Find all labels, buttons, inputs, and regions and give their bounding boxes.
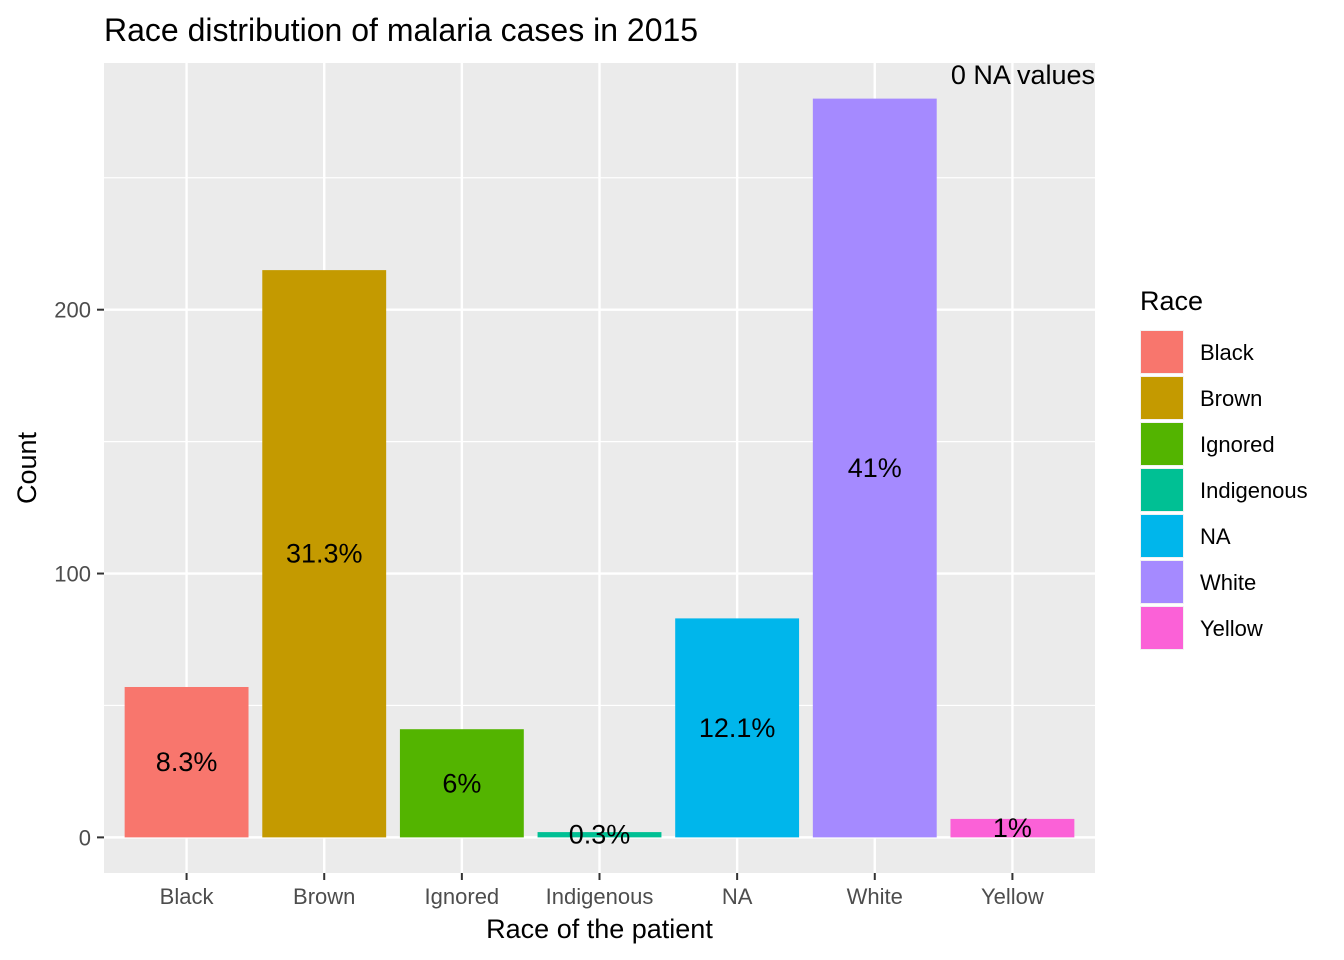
y-tick-label: 200 (54, 298, 91, 323)
chart-title: Race distribution of malaria cases in 20… (104, 12, 698, 48)
x-tick-label: Ignored (425, 884, 500, 909)
bar-label-brown: 31.3% (286, 539, 363, 569)
legend-key-yellow (1141, 607, 1183, 649)
bar-indigenous (537, 832, 662, 838)
bar-black (124, 686, 249, 838)
y-axis: 0 100 200 (54, 298, 104, 850)
x-axis-title: Race of the patient (486, 914, 713, 944)
x-tick-label: Brown (293, 884, 355, 909)
legend: Race Black Brown Ignored Indigenous NA White Y… (1140, 286, 1308, 650)
legend-key-white (1141, 561, 1183, 603)
legend-key-na (1141, 515, 1183, 557)
bar-brown (262, 270, 387, 838)
y-axis-title: Count (12, 431, 42, 504)
bar-label-indigenous: 0.3% (569, 820, 631, 850)
x-tick-label: White (847, 884, 903, 909)
legend-key-brown (1141, 377, 1183, 419)
legend-label: White (1200, 570, 1256, 595)
bar-yellow (950, 818, 1075, 838)
legend-key-indigenous (1141, 469, 1183, 511)
x-axis: Black Brown Ignored Indigenous NA White Yellow (160, 873, 1044, 909)
x-tick-label: Indigenous (546, 884, 654, 909)
legend-key-black (1141, 331, 1183, 373)
bar-ignored (399, 729, 524, 838)
bar-label-na: 12.1% (699, 713, 776, 743)
legend-label: Black (1200, 340, 1255, 365)
y-tick-label: 0 (79, 825, 91, 850)
na-annotation: 0 NA values (951, 60, 1095, 90)
bar-white (812, 98, 937, 838)
legend-label: Ignored (1200, 432, 1275, 457)
legend-label: Indigenous (1200, 478, 1308, 503)
bar-label-yellow: 1% (993, 813, 1032, 843)
legend-label: Yellow (1200, 616, 1263, 641)
bar-label-black: 8.3% (156, 747, 218, 777)
x-tick-label: NA (722, 884, 753, 909)
bar-na (675, 618, 800, 838)
bar-label-ignored: 6% (442, 768, 481, 798)
x-tick-label: Yellow (981, 884, 1044, 909)
bar-labels: 8.3% 31.3% 6% 0.3% 12.1% 41% 1% (156, 453, 1032, 850)
legend-key-ignored (1141, 423, 1183, 465)
bar-label-white: 41% (848, 453, 902, 483)
legend-label: NA (1200, 524, 1231, 549)
x-tick-label: Black (160, 884, 215, 909)
legend-label: Brown (1200, 386, 1262, 411)
legend-title: Race (1140, 286, 1203, 316)
y-tick-label: 100 (54, 562, 91, 587)
bars (124, 98, 1075, 838)
